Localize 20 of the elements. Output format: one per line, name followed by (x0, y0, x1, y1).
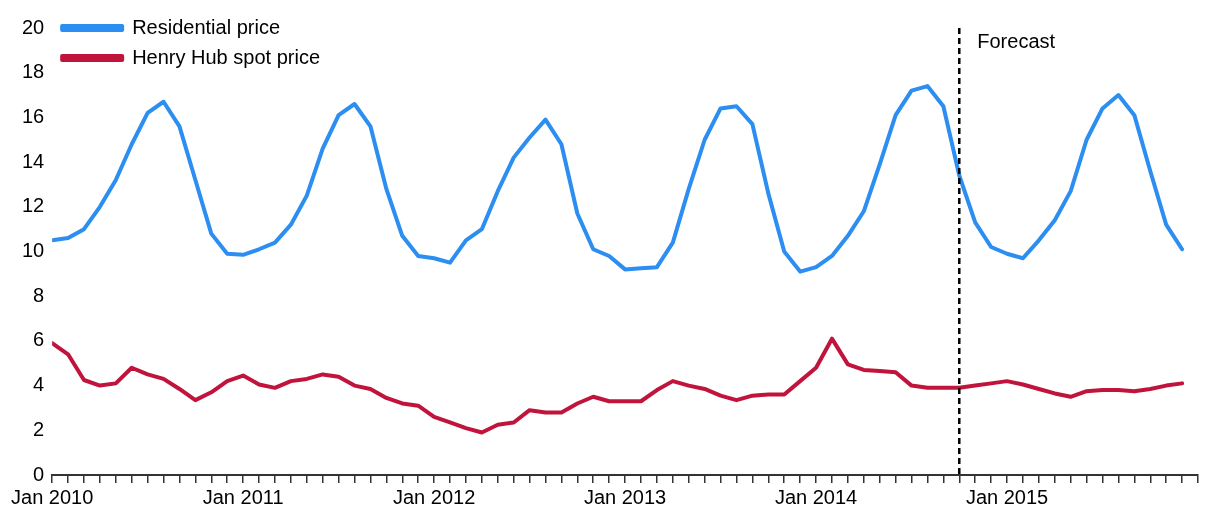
y-tick-label: 4 (33, 373, 45, 396)
x-tick-label: Jan 2010 (11, 485, 94, 508)
x-tick-label: Jan 2015 (965, 485, 1049, 508)
x-tick-label: Jan 2014 (774, 485, 858, 508)
y-tick-label: 12 (21, 194, 45, 217)
y-tick-label: 16 (21, 104, 45, 127)
x-tick-label: Jan 2013 (583, 485, 667, 508)
y-tick-label: 20 (21, 15, 45, 38)
y-tick-label: 10 (21, 239, 45, 262)
y-tick-label: 6 (33, 328, 45, 351)
y-tick-label: 18 (21, 60, 45, 83)
y-tick-label: 14 (21, 149, 45, 172)
y-tick-label: 0 (33, 462, 45, 485)
x-tick-label: Jan 2011 (202, 485, 284, 508)
x-tick-label: Jan 2012 (392, 485, 476, 508)
y-tick-label: 2 (33, 417, 45, 440)
y-tick-label: 8 (33, 283, 45, 306)
legend-label: Residential price (132, 15, 281, 38)
legend-label: Henry Hub spot price (132, 45, 321, 68)
ref-line-label: Forecast (977, 29, 1056, 52)
